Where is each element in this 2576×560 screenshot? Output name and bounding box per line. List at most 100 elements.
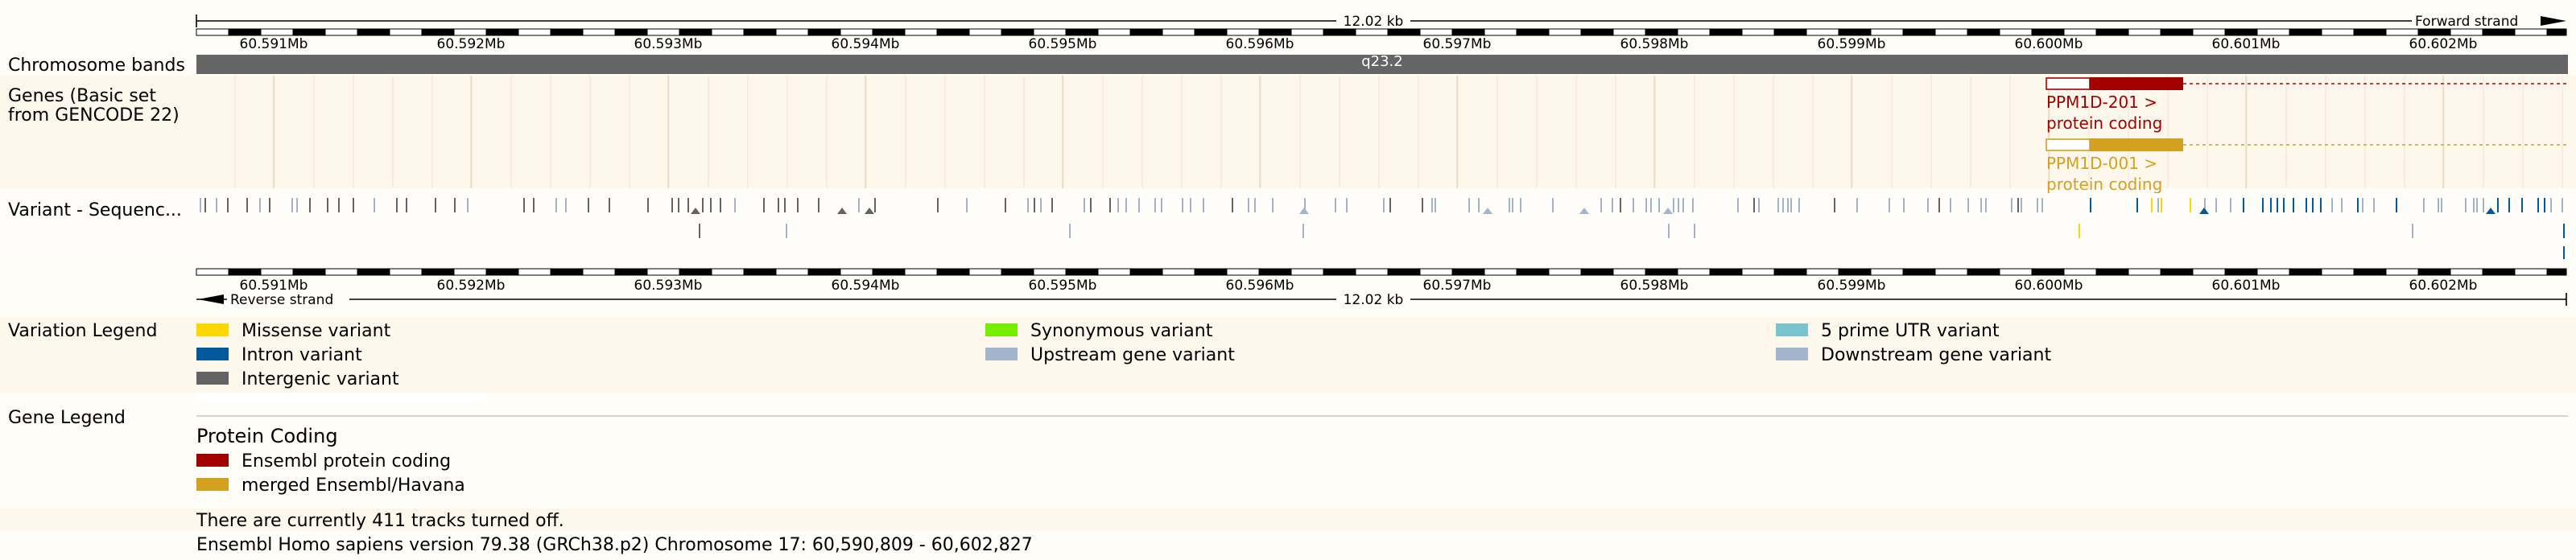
scale-segment [2095,268,2129,276]
scale-segment [904,28,938,36]
top-tick-labels: 60.591Mb 60.592Mb 60.593Mb 60.594Mb 60.595Mb… [0,37,2576,56]
scale-segment [1999,28,2033,36]
transcript-ppm1d-201-name: PPM1D-201 > [2046,95,2158,113]
scale-segment [1741,268,1775,276]
genes-track-label-2: from GENCODE 22) [8,105,180,126]
scale-segment [1645,268,1678,276]
tick-label: 60.602Mb [2409,278,2478,294]
scale-segment [2321,28,2355,36]
ensembl-swatch [196,454,229,467]
scale-segment [1129,28,1163,36]
scale-segment [292,28,326,36]
upstream-swatch [985,348,1018,360]
transcript-ppm1d-201[interactable]: PPM1D-201 > protein coding [2045,76,2576,134]
scale-segment [807,28,841,36]
tick-label: 60.599Mb [1817,37,1886,53]
tick-label: 60.598Mb [1620,278,1689,294]
scale-segment [2224,268,2258,276]
scale-segment [550,28,584,36]
scale-segment [2353,268,2387,276]
transcript-ppm1d-001[interactable]: PPM1D-001 > protein coding [2045,137,2576,195]
scale-segment [1838,268,1872,276]
variant-triangle-marker [691,208,700,214]
scale-segment [550,268,584,276]
scale-segment [2514,28,2548,36]
variant-triangle-marker [2486,208,2496,214]
span-label-top: 12.02 kb [1344,14,1404,30]
scale-segment [2063,28,2097,36]
genes-track-label-1: Genes (Basic set [8,85,156,106]
variant-marks[interactable] [0,193,2576,261]
scale-segment [196,28,229,36]
scale-segment [2224,28,2258,36]
scale-segment [260,28,294,36]
scale-segment [2095,28,2129,36]
scale-segment [2321,268,2355,276]
scale-segment [2514,268,2548,276]
scale-segment [1258,28,1292,36]
scale-segment [196,268,229,276]
scale-segment [1773,268,1807,276]
transcript-ppm1d-001-name: PPM1D-001 > [2046,156,2158,174]
chromosome-band-q23-2[interactable]: q23.2 [196,55,2568,74]
bottom-tick-labels: 60.591Mb 60.592Mb 60.593Mb 60.594Mb 60.595Mb… [0,278,2576,298]
scale-segment [2546,28,2567,36]
scale-segment [1902,268,1936,276]
variant-triangle-marker [2199,208,2209,214]
reverse-arrow-icon [198,294,224,304]
chromosome-bands-label: Chromosome bands [8,55,185,76]
scale-segment [968,28,1002,36]
scale-segment [1934,268,1968,276]
transcript-ppm1d-201-biotype: protein coding [2046,116,2163,134]
scale-segment [1323,268,1356,276]
scale-segment [904,268,938,276]
scale-segment [1902,28,1936,36]
scale-segment [1451,268,1485,276]
tick-label: 60.601Mb [2211,37,2281,53]
variant-triangle-marker [865,208,874,214]
scale-segment [1806,268,1839,276]
top-scale-bar [196,28,2567,36]
missense-swatch [196,323,229,336]
scale-segment [1387,28,1421,36]
tick-label: 60.593Mb [634,278,703,294]
tracks-off-text: There are currently 411 tracks turned of… [196,510,564,531]
scale-segment [1870,28,1904,36]
transcript-ppm1d-201-glyph [2046,77,2568,90]
scale-segment [228,28,262,36]
scale-segment [1934,28,1968,36]
scale-segment [2192,28,2226,36]
variant-triangle-marker [1663,208,1673,214]
tick-label: 60.596Mb [1225,37,1294,53]
tick-label: 60.592Mb [436,278,506,294]
scale-segment [614,28,648,36]
scale-segment [389,268,423,276]
gene-legend-rule [196,415,2568,417]
scale-segment [2450,28,2483,36]
variation-legend: Variation Legend Missense variant Synony… [0,317,2576,393]
scale-segment [1677,268,1711,276]
scale-segment [260,268,294,276]
scale-segment [1290,28,1324,36]
scale-segment [1162,28,1195,36]
reverse-strand-label: Reverse strand [230,292,333,308]
scale-segment [775,268,809,276]
scale-segment [1709,28,1743,36]
tick-label: 60.595Mb [1028,37,1097,53]
tick-label: 60.601Mb [2211,278,2281,294]
scale-segment [1355,28,1389,36]
tick-label: 60.597Mb [1422,278,1492,294]
scale-segment [1484,28,1517,36]
scale-segment [1612,28,1646,36]
scale-segment [389,28,423,36]
genes-gridlines [234,76,2563,188]
scale-segment [679,28,712,36]
scale-segment [324,268,358,276]
footer-tracks-off: There are currently 411 tracks turned of… [0,509,2576,531]
scale-segment [711,268,745,276]
scale-segment [2450,268,2483,276]
top-scale-ruler: 12.02 kb Forward strand [196,11,2567,36]
scale-segment [1290,268,1324,276]
scale-segment [421,28,455,36]
